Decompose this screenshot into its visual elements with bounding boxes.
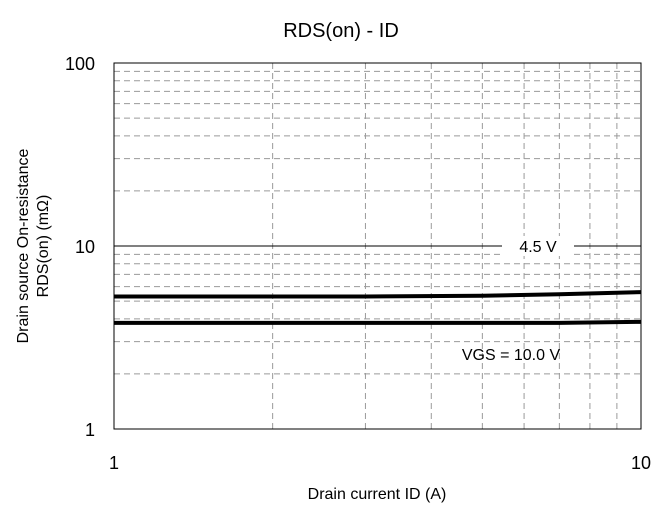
series-line-1 (114, 290, 642, 299)
plot-frame (113, 62, 642, 430)
y-axis-label-line2: RDS(on) (mΩ) (35, 195, 52, 298)
x-tick-label: 10 (631, 453, 651, 473)
y-tick-label: 100 (65, 54, 95, 74)
y-axis-label-line1: Drain source On-resistance (15, 149, 32, 344)
chart-title: RDS(on) - ID (283, 20, 399, 42)
x-tick-label: 1 (109, 453, 119, 473)
series-annotation-vgs-10v: VGS = 10.0 V (462, 347, 561, 364)
series-layer (114, 290, 642, 325)
series-annotations: 4.5 V VGS = 10.0 V (462, 236, 574, 364)
annotation-gap (502, 236, 574, 256)
grid (114, 63, 641, 429)
series-line-2 (114, 319, 642, 325)
y-tick-label: 10 (75, 237, 95, 257)
x-axis-label: Drain current ID (A) (308, 486, 447, 503)
series-annotation-4-5v: 4.5 V (519, 239, 557, 256)
tick-labels: 1 10 1 10 100 (65, 54, 651, 473)
y-tick-label: 1 (85, 420, 95, 440)
